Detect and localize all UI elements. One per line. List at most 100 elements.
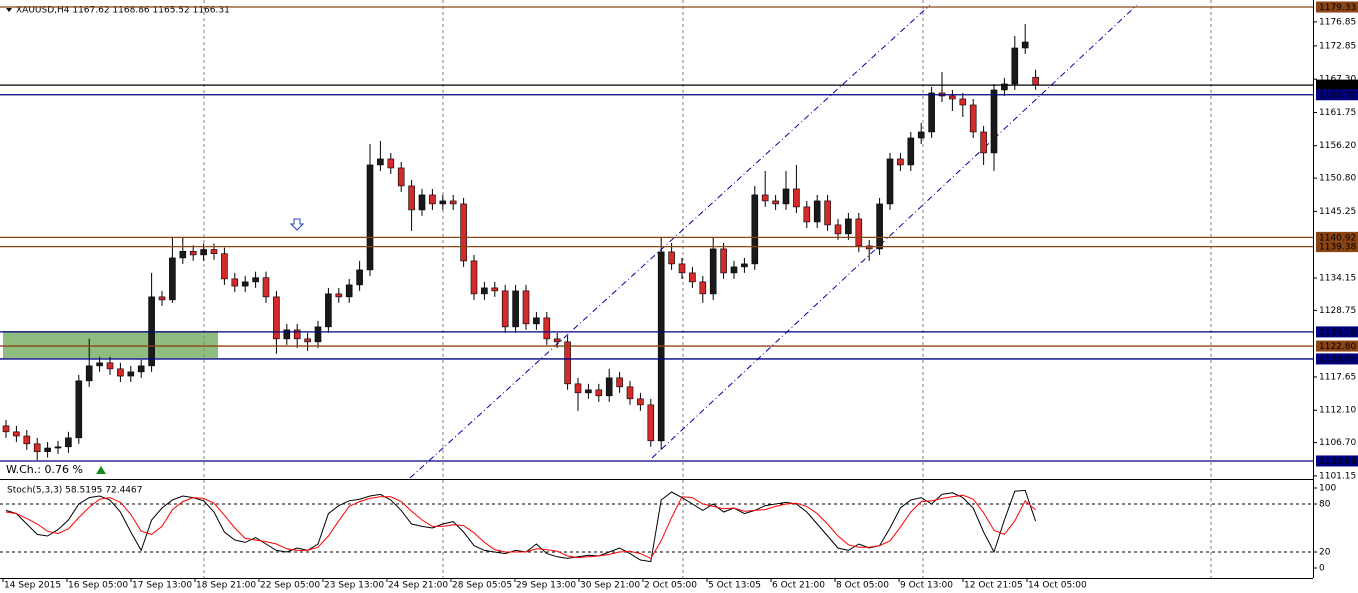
- candle-body: [106, 362, 114, 370]
- candle-body: [845, 218, 852, 235]
- y-tick-label: 100: [1319, 484, 1336, 494]
- level-label: 1122.80: [1319, 342, 1356, 352]
- candle-body: [678, 263, 686, 274]
- candle-body: [283, 329, 291, 340]
- candle-body: [647, 404, 655, 442]
- candle-body: [408, 185, 415, 211]
- x-tick-label: 2 Oct 05:00: [644, 581, 697, 591]
- level-label: 1164.70: [1319, 91, 1356, 101]
- candle-body: [491, 287, 499, 292]
- candle-body: [325, 293, 332, 328]
- candle-body: [200, 249, 207, 256]
- candle-body: [886, 158, 894, 205]
- header: XAUUSD,H4 1167.62 1168.86 1165.52 1166.3…: [16, 6, 230, 16]
- candle-body: [44, 447, 51, 452]
- candle-body: [127, 371, 135, 377]
- header-icon: [6, 8, 12, 12]
- candle-body: [959, 98, 967, 106]
- candle-body: [470, 260, 478, 295]
- candle-body: [221, 253, 228, 280]
- candle-body: [117, 368, 124, 377]
- stoch-line: [5, 489, 1037, 563]
- x-tick-label: 6 Oct 21:00: [772, 581, 825, 591]
- candle-body: [262, 277, 270, 298]
- candle-body: [626, 386, 634, 400]
- candle-body: [637, 398, 644, 406]
- candle-body: [897, 158, 904, 166]
- x-tick-label: 8 Oct 05:00: [836, 581, 889, 591]
- time-grid: [203, 0, 1212, 578]
- x-tick-label: 29 Sep 13:00: [516, 581, 576, 591]
- level-label: 1103.64: [1319, 457, 1356, 467]
- candle-body: [293, 329, 301, 340]
- x-tick-label: 16 Sep 05:00: [68, 581, 128, 591]
- candle-body: [13, 431, 20, 437]
- x-tick-label: 30 Sep 21:00: [580, 581, 640, 591]
- candle-body: [949, 95, 956, 100]
- y-tick-label: 1172.85: [1319, 41, 1356, 51]
- x-tick-label: 5 Oct 13:05: [708, 581, 761, 591]
- candle-body: [75, 380, 83, 439]
- candle-body: [345, 284, 353, 298]
- x-tick-label: 22 Sep 05:00: [260, 581, 320, 591]
- level-label: 1125.16: [1319, 328, 1356, 338]
- candle-body: [772, 200, 779, 205]
- candle-body: [689, 272, 696, 283]
- candle-body: [990, 89, 998, 154]
- candle-body: [96, 362, 103, 367]
- candle-body: [761, 194, 769, 202]
- candle-body: [366, 164, 374, 271]
- candle-body: [574, 383, 582, 394]
- y-tick-label: 1176.85: [1319, 17, 1356, 27]
- candle-body: [533, 317, 540, 325]
- y-tick-label: 80: [1319, 500, 1331, 510]
- candle-body: [429, 194, 436, 205]
- candle-body: [522, 290, 530, 325]
- candle-body: [335, 293, 343, 298]
- level-label-box: [1316, 1, 1358, 13]
- y-tick-label: 1117.65: [1319, 372, 1356, 382]
- candle-body: [210, 249, 218, 254]
- candle-body: [231, 278, 239, 287]
- candle-body: [460, 203, 467, 262]
- y-tick-label: 1101.15: [1319, 471, 1356, 481]
- y-tick-label: 1134.15: [1319, 273, 1356, 283]
- candle-body: [377, 158, 384, 166]
- candle-body: [418, 194, 426, 211]
- trend-line: [409, 4, 931, 479]
- candle-body: [314, 326, 322, 343]
- candle-body: [1021, 41, 1029, 49]
- level-label-box: [1316, 241, 1358, 253]
- candle-body: [824, 200, 831, 226]
- level-label-box: [1316, 79, 1358, 91]
- candle-body: [907, 137, 915, 166]
- x-tick-label: 18 Sep 21:00: [196, 581, 256, 591]
- candle-body: [730, 266, 738, 274]
- candle-body: [252, 277, 259, 283]
- x-tick-label: 24 Sep 21:00: [388, 581, 448, 591]
- candle-body: [741, 263, 748, 268]
- level-label: 1139.38: [1319, 243, 1356, 253]
- candle-body: [189, 250, 197, 256]
- candle-body: [356, 269, 363, 286]
- candle-body: [501, 290, 509, 328]
- level-label: 1140.92: [1319, 233, 1356, 243]
- y-tick-label: 1112.10: [1319, 406, 1356, 416]
- candle-body: [449, 200, 457, 205]
- y-tick-label: 1156.20: [1319, 141, 1356, 151]
- zone: [3, 331, 218, 358]
- candle-body: [1001, 83, 1008, 91]
- x-tick-label: 28 Sep 05:05: [452, 581, 512, 591]
- level-label: 1120.65: [1319, 355, 1356, 365]
- candle-body: [834, 224, 842, 235]
- candle-body: [33, 443, 41, 452]
- candle-body: [169, 257, 176, 301]
- candle-body: [709, 248, 717, 295]
- x-tick-label: 9 Oct 13:00: [900, 581, 953, 591]
- level-label-box: [1316, 89, 1358, 101]
- candle-body: [585, 389, 592, 394]
- candle-body: [2, 425, 10, 433]
- y-tick-label: 1106.70: [1319, 438, 1356, 448]
- candle-body: [397, 167, 405, 187]
